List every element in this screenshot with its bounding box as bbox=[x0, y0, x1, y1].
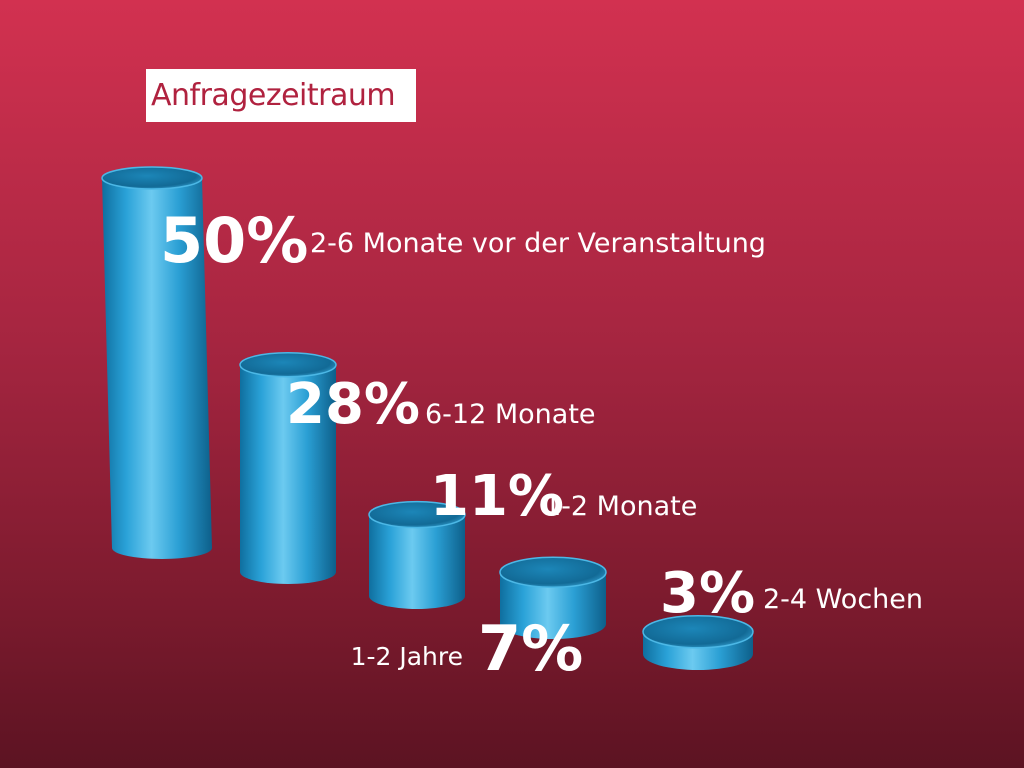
cylinder-body bbox=[240, 364, 336, 584]
cylinder-top bbox=[642, 615, 754, 649]
cylinder-bar-4 bbox=[499, 556, 607, 639]
value-label: 7% bbox=[478, 612, 583, 685]
value-label: 11% bbox=[430, 464, 564, 529]
category-label: 2-6 Monate vor der Veranstaltung bbox=[310, 228, 766, 259]
cylinder-top bbox=[368, 500, 466, 529]
chart-title: Anfragezeitraum bbox=[146, 69, 416, 122]
value-label: 28% bbox=[286, 372, 420, 437]
category-label: 1-2 Monate bbox=[544, 491, 697, 522]
cylinder-bar-5 bbox=[642, 615, 754, 670]
cylinder-bar-1 bbox=[101, 166, 212, 559]
category-label: 6-12 Monate bbox=[425, 399, 596, 430]
cylinder-body bbox=[102, 178, 212, 559]
cylinder-bar-3 bbox=[368, 500, 466, 609]
cylinder-top bbox=[101, 166, 203, 190]
value-label: 50% bbox=[160, 204, 308, 277]
cylinder-top bbox=[239, 352, 337, 378]
cylinder-top bbox=[499, 556, 607, 588]
cylinder-body bbox=[369, 514, 465, 609]
cylinder-body bbox=[500, 572, 606, 639]
category-label: 1-2 Jahre bbox=[351, 642, 463, 671]
value-label: 3% bbox=[660, 561, 755, 626]
cylinder-bar-2 bbox=[239, 352, 337, 584]
category-label: 2-4 Wochen bbox=[763, 584, 923, 615]
